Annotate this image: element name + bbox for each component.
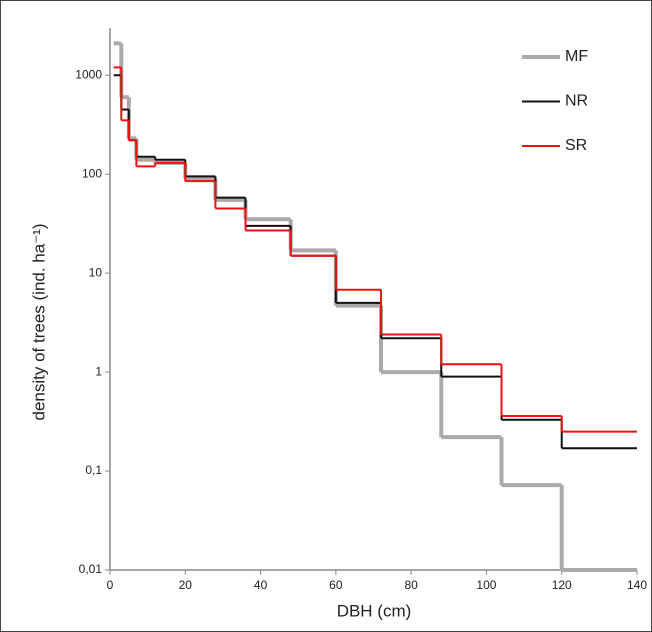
legend-label: MF [565,48,588,65]
x-tick-label: 20 [179,578,193,592]
x-tick-label: 120 [552,578,572,592]
x-tick-label: 0 [107,578,114,592]
y-tick-label: 0,01 [79,562,103,576]
legend-label: SR [565,137,587,154]
x-tick-label: 60 [329,578,343,592]
y-tick-label: 0,1 [85,463,102,477]
y-tick-label: 1 [95,364,102,378]
y-tick-label: 100 [82,166,102,180]
x-axis-label: DBH (cm) [337,601,412,620]
x-tick-label: 40 [254,578,268,592]
y-tick-label: 10 [89,265,103,279]
x-tick-label: 80 [404,578,418,592]
y-axis-label: density of trees (ind. ha⁻¹) [29,223,48,420]
legend-label: NR [565,93,588,110]
x-tick-label: 100 [476,578,496,592]
x-tick-label: 140 [627,578,647,592]
y-tick-label: 1000 [75,67,102,81]
